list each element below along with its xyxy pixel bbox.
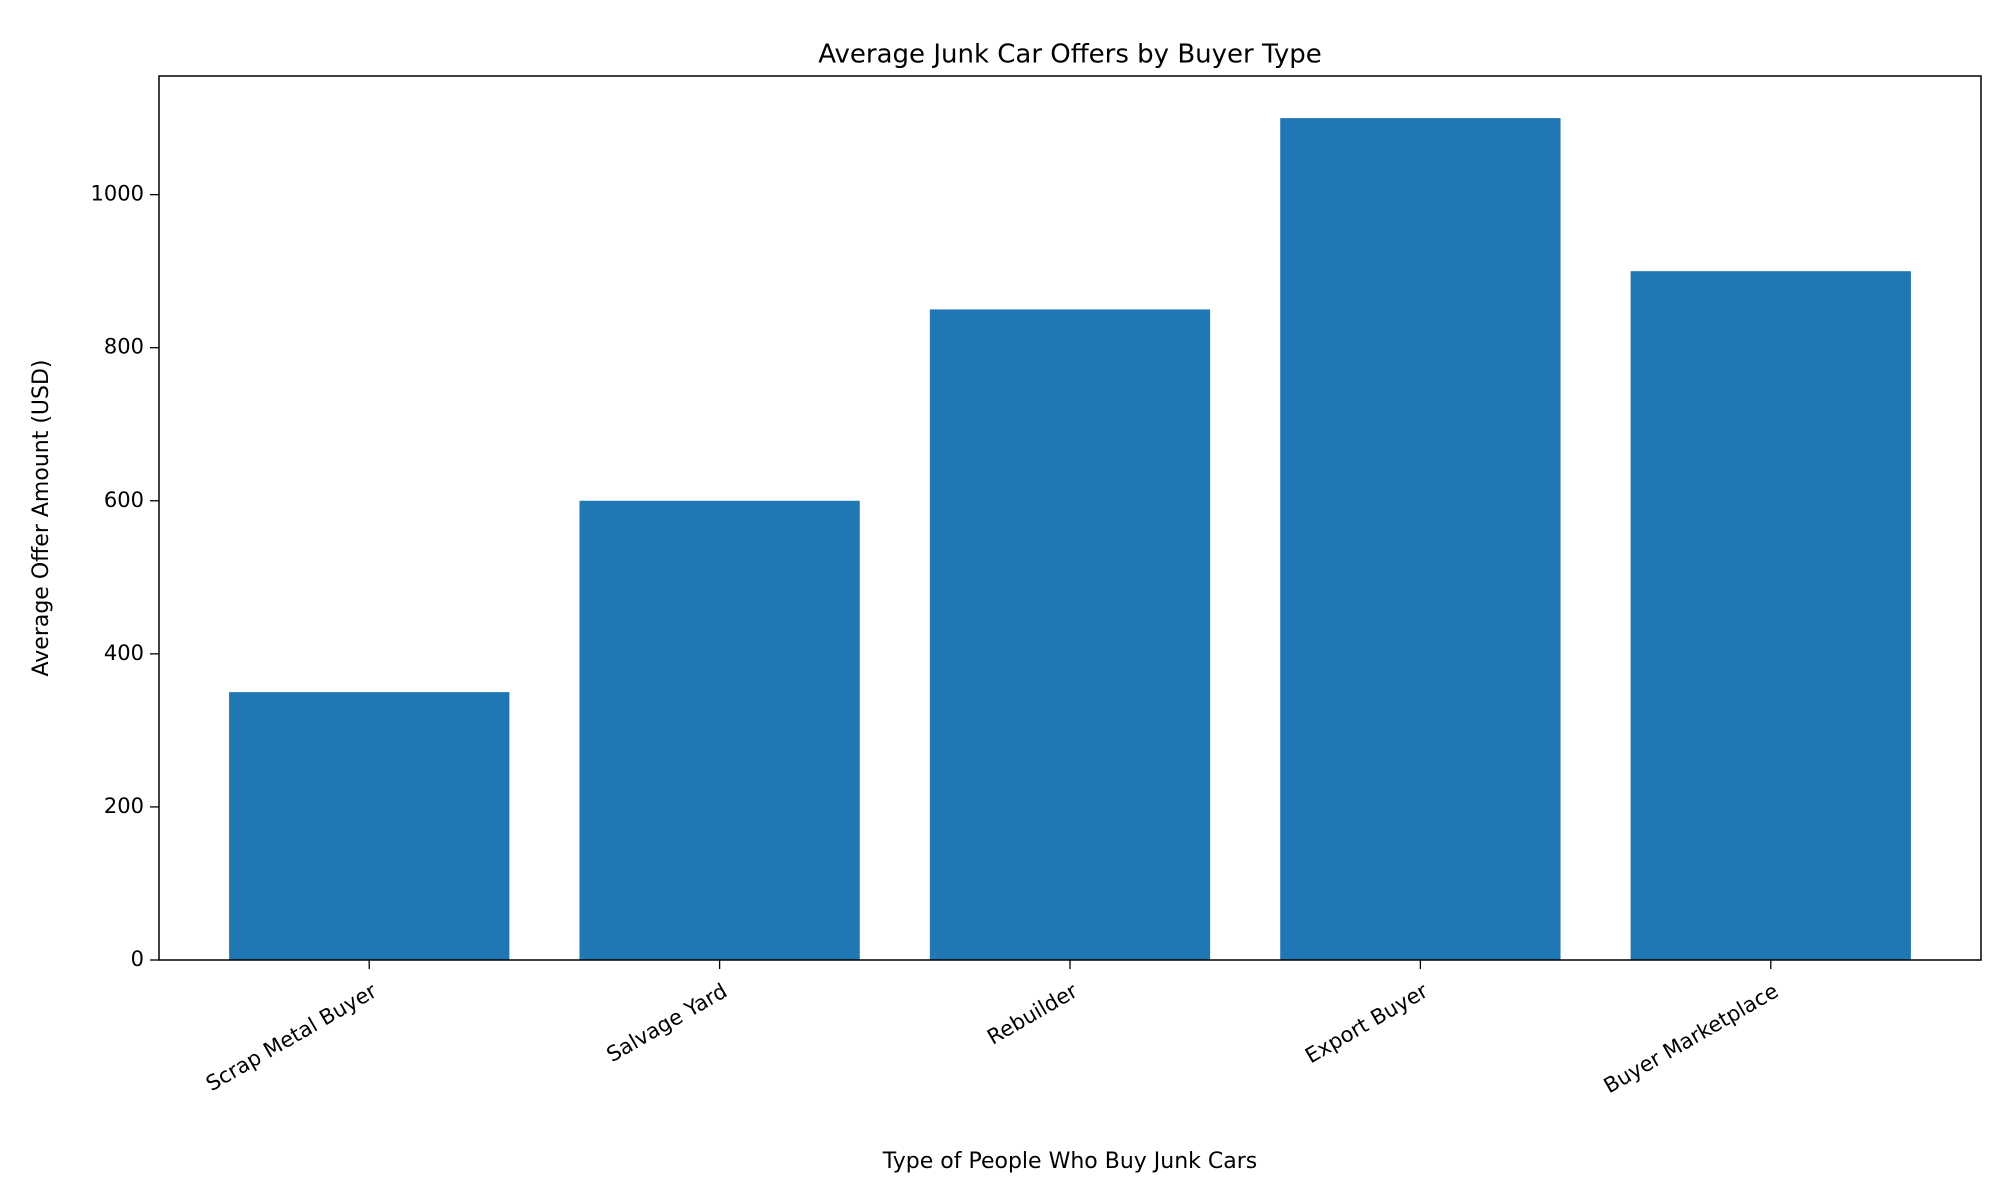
bar [1280,118,1561,961]
x-tick-label: Rebuilder [983,979,1082,1050]
bar [929,309,1211,960]
y-tick-label: 400 [104,641,144,665]
x-tick-label: Salvage Yard [602,979,731,1067]
chart-title: Average Junk Car Offers by Buyer Type [818,40,1321,70]
bar [1630,271,1911,960]
y-tick-label: 1000 [91,182,144,206]
plot-frame [158,75,1982,961]
x-tick-label: Scrap Metal Buyer [202,979,381,1096]
y-tick-label: 200 [104,794,144,818]
x-tick-label: Export Buyer [1301,979,1432,1069]
x-axis-label: Type of People Who Buy Junk Cars [882,1149,1257,1174]
bar [229,692,510,960]
y-tick-label: 0 [131,947,144,971]
y-tick-label: 600 [104,488,144,512]
y-axis-label: Average Offer Amount (USD) [29,359,54,676]
x-tick-label: Buyer Marketplace [1600,979,1783,1098]
bar [579,500,860,960]
y-tick-label: 800 [104,335,144,359]
